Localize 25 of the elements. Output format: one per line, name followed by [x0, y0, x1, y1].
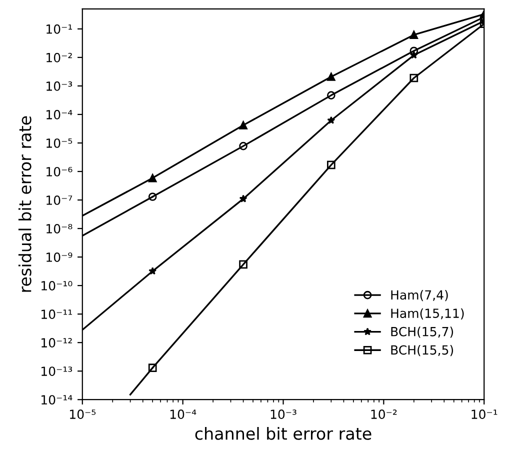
y-tick-label: 10⁻¹¹ — [42, 310, 72, 319]
x-tick-label: 10⁻³ — [270, 410, 296, 420]
x-axis-title: channel bit error rate — [195, 426, 372, 440]
y-tick-label: 10⁻¹ — [46, 24, 72, 34]
x-tick-label: 10⁻¹ — [472, 410, 498, 420]
legend-label: BCH(15,7) — [391, 326, 454, 338]
y-tick-label: 10⁻¹² — [42, 338, 72, 348]
y-tick-label: 10⁻⁷ — [46, 195, 72, 205]
y-tick-label: 10⁻¹⁴ — [42, 395, 72, 405]
y-axis-title: residual bit error rate — [18, 116, 32, 292]
y-tick-label: 10⁻³ — [46, 81, 72, 91]
y-tick-label: 10⁻⁹ — [46, 252, 72, 262]
y-tick-label: 10⁻⁶ — [46, 166, 72, 176]
y-tick-label: 10⁻¹⁰ — [42, 281, 72, 290]
legend-label: BCH(15,5) — [391, 345, 454, 356]
y-tick-label: 10⁻¹³ — [42, 366, 72, 376]
y-tick-label: 10⁻² — [46, 52, 72, 62]
y-tick-label: 10⁻⁴ — [46, 110, 72, 120]
x-tick-label: 10⁻⁴ — [170, 410, 196, 420]
y-tick-label: 10⁻⁵ — [46, 138, 72, 148]
legend-label: Ham(7,4) — [391, 290, 448, 302]
x-tick-label: 10⁻² — [371, 410, 397, 420]
x-tick-label: 10⁻⁵ — [70, 410, 96, 420]
legend-label: Ham(15,11) — [391, 308, 464, 320]
y-tick-label: 10⁻⁸ — [46, 224, 72, 234]
